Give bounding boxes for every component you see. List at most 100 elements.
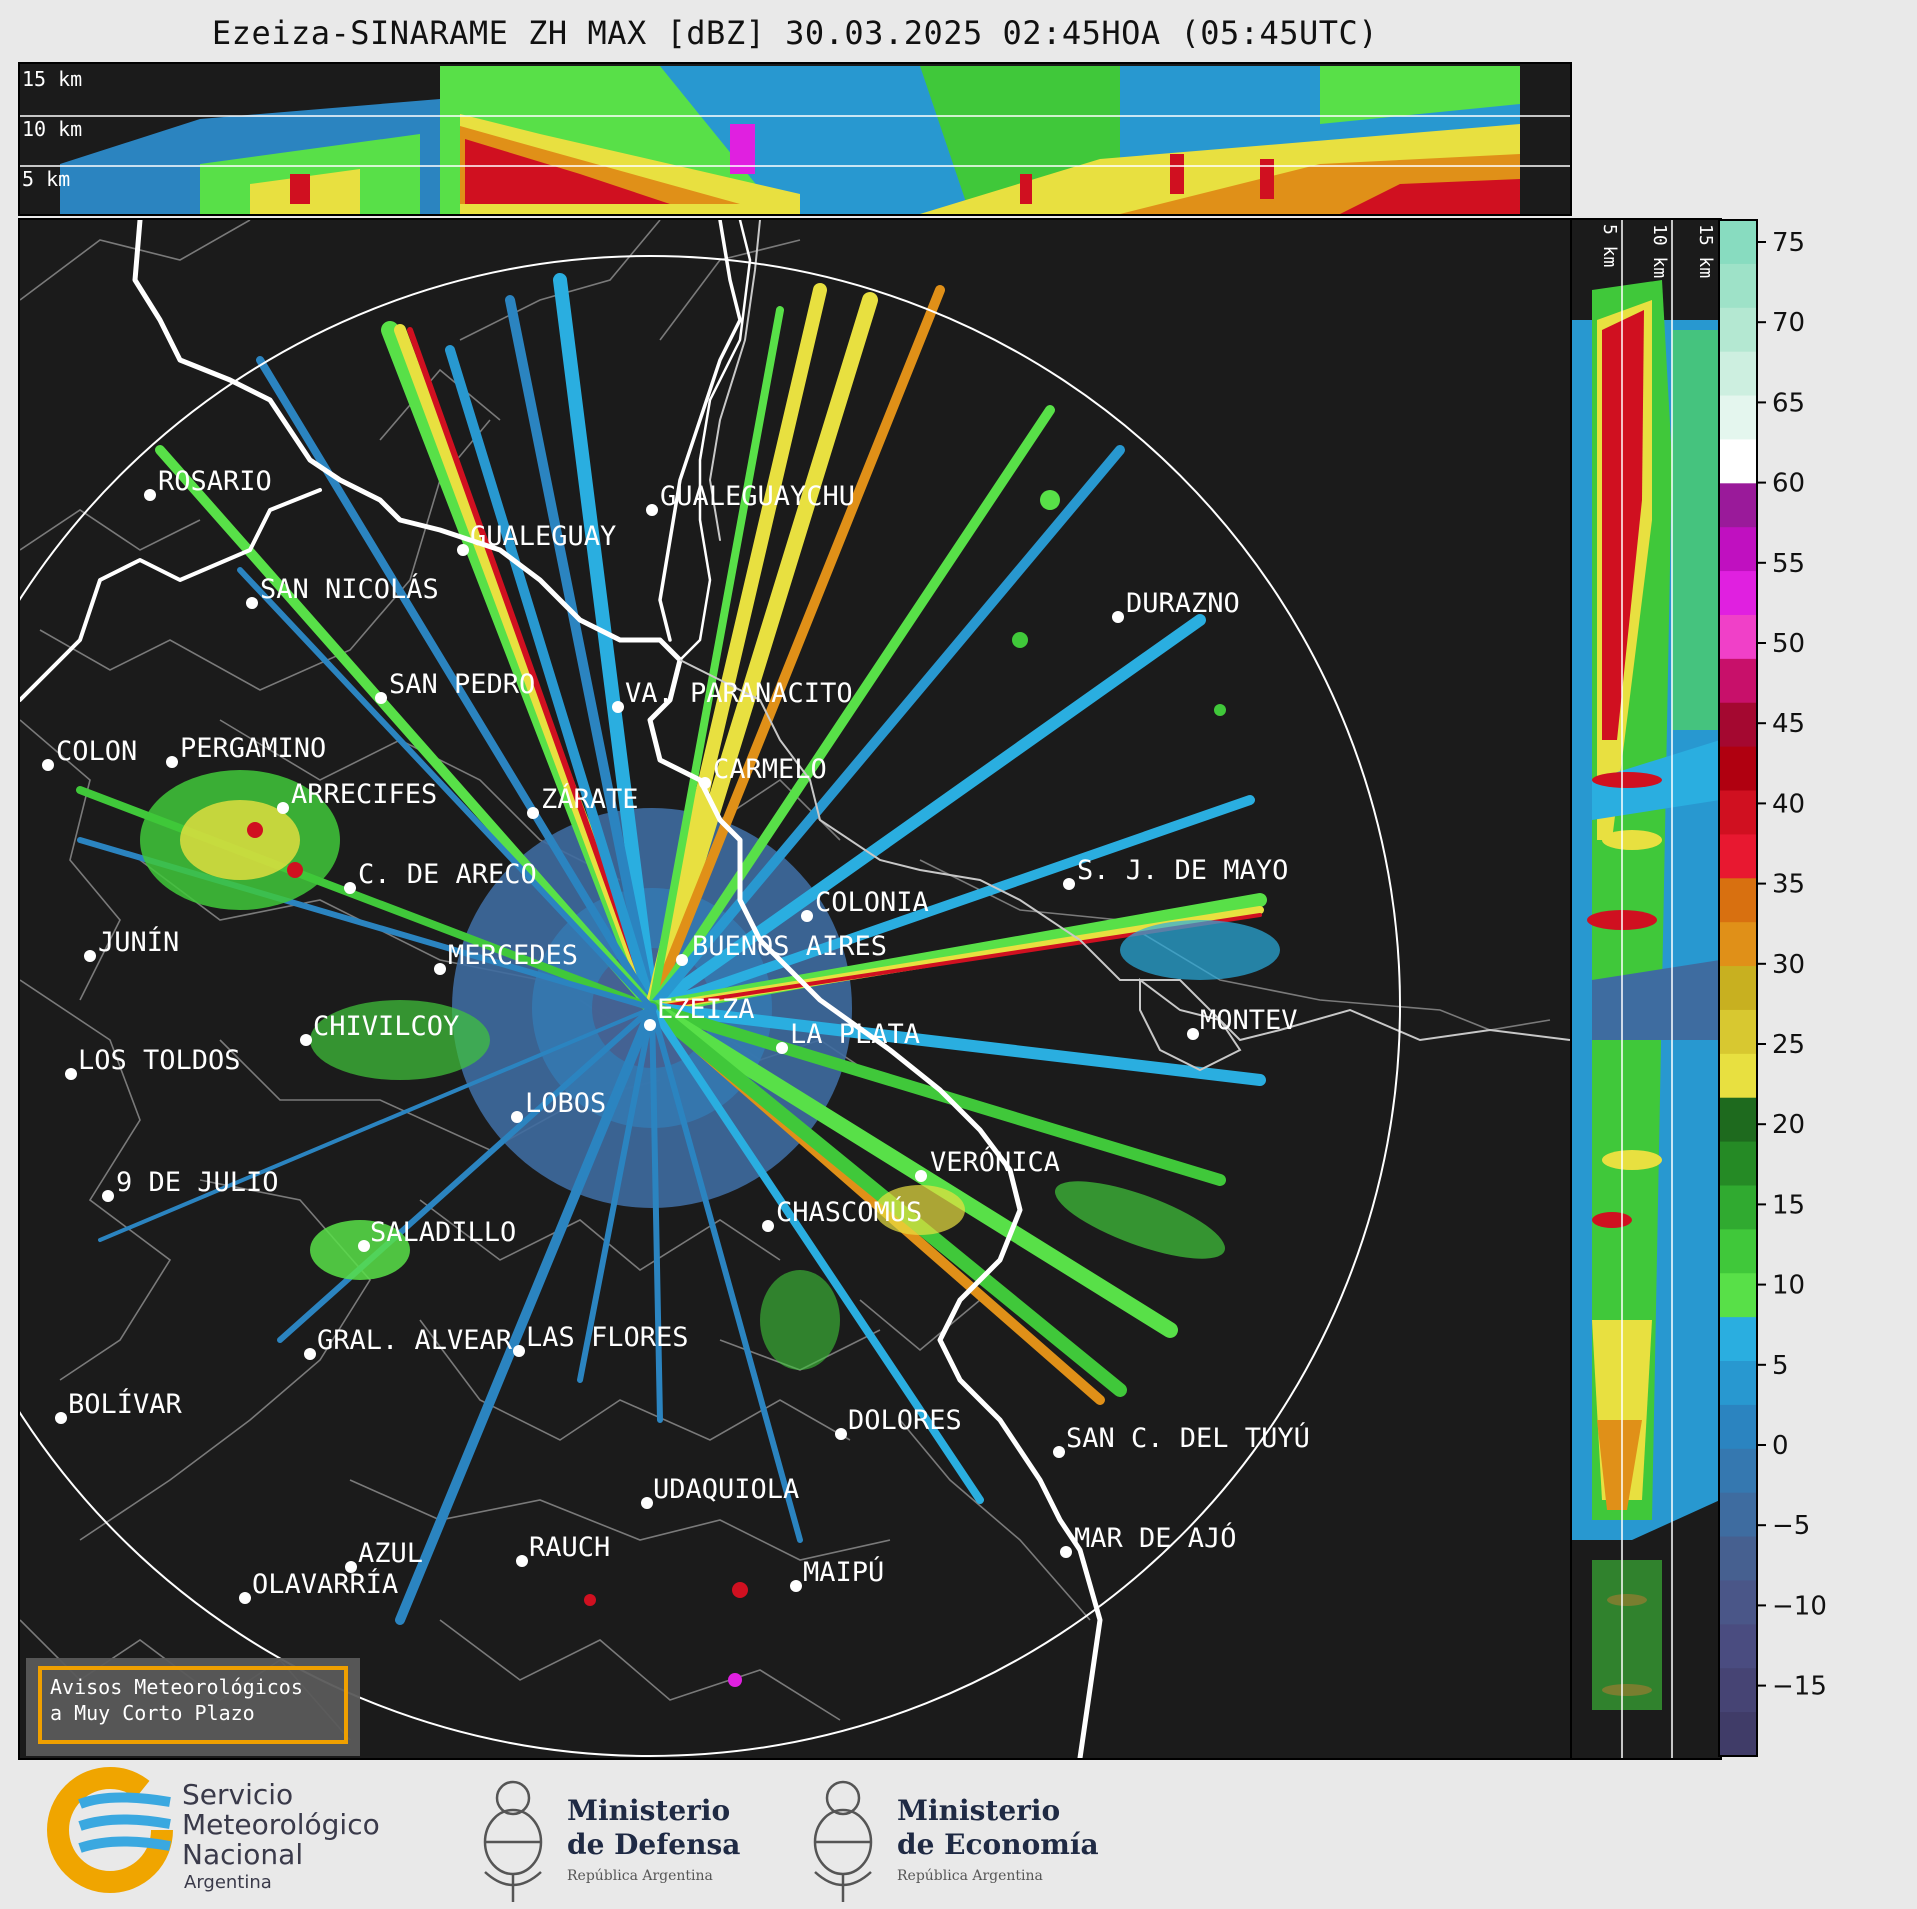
economia-line3: República Argentina xyxy=(897,1868,1043,1884)
top-cross-section-svg: 15 km 10 km 5 km xyxy=(20,64,1570,214)
colorbar-tick-label: 40 xyxy=(1772,789,1805,819)
colorbar: 75 70 65 60 55 50 45 40 35 30 25 20 15 10 5 0 −5 −10 −15 xyxy=(1718,218,1917,1760)
city-label: COLON xyxy=(56,736,137,767)
city-label: SAN NICOLÁS xyxy=(260,573,439,605)
city-marker xyxy=(65,1068,77,1080)
height-label-10km: 10 km xyxy=(22,117,82,141)
colorbar-tick-label: 75 xyxy=(1772,228,1805,258)
colorbar-tick-label: −5 xyxy=(1772,1511,1810,1541)
smn-logo[interactable]: Servicio Meteorológico Nacional Argentin… xyxy=(47,1767,380,1893)
smn-sun-icon xyxy=(47,1767,173,1893)
city-marker xyxy=(1187,1028,1199,1040)
colorbar-band xyxy=(1719,307,1757,353)
colorbar-tick-label: 10 xyxy=(1772,1271,1805,1301)
city-marker xyxy=(304,1348,316,1360)
city-label: PERGAMINO xyxy=(180,733,326,764)
city-marker xyxy=(801,910,813,922)
colorbar-band xyxy=(1719,1448,1757,1494)
city-label: LA PLATA xyxy=(790,1019,920,1050)
city-label: SAN PEDRO xyxy=(389,669,535,700)
city-label: MAIPÚ xyxy=(803,1556,884,1588)
defensa-line3: República Argentina xyxy=(567,1868,713,1884)
city-marker xyxy=(511,1111,523,1123)
colorbar-band xyxy=(1719,1097,1757,1143)
city-marker xyxy=(55,1412,67,1424)
city-marker xyxy=(166,756,178,768)
colorbar-band xyxy=(1719,220,1757,265)
colorbar-tick-label: −15 xyxy=(1772,1672,1827,1702)
city-marker xyxy=(612,701,624,713)
economia-line2: de Economía xyxy=(897,1828,1099,1861)
warning-box-line1: Avisos Meteorológicos xyxy=(50,1675,303,1699)
city-label: SAN C. DEL TUYÚ xyxy=(1066,1422,1310,1454)
colorbar-band xyxy=(1719,571,1757,616)
colorbar-tick-label: 55 xyxy=(1772,549,1805,579)
city-marker xyxy=(434,963,446,975)
city-marker xyxy=(527,807,539,819)
colorbar-band xyxy=(1719,1492,1757,1538)
colorbar-band xyxy=(1719,922,1757,967)
range-ring xyxy=(20,255,1401,1757)
defensa-logo[interactable]: Ministerio de Defensa República Argentin… xyxy=(483,1780,740,1902)
city-marker xyxy=(246,597,258,609)
colorbar-tick-label: 65 xyxy=(1772,388,1805,418)
city-label: CHIVILCOY xyxy=(313,1011,459,1042)
colorbar-band xyxy=(1719,483,1757,528)
side-cross-section-panel: 5 km 10 km 15 km xyxy=(1570,218,1722,1760)
radar-map-svg: ROSARIO GUALEGUAYCHU GUALEGUAY SAN NICOLÁS D… xyxy=(20,220,1570,1758)
colorbar-band xyxy=(1719,1536,1757,1581)
height-label-5km: 5 km xyxy=(22,167,70,191)
economia-line1: Ministerio xyxy=(897,1794,1060,1827)
colorbar-band xyxy=(1719,1580,1757,1625)
warning-box-line2: a Muy Corto Plazo xyxy=(50,1701,255,1725)
colorbar-band xyxy=(1719,1141,1757,1186)
city-marker xyxy=(762,1220,774,1232)
city-label: GRAL. ALVEAR xyxy=(317,1325,513,1356)
defensa-line2: de Defensa xyxy=(567,1828,740,1861)
colorbar-tick-label: −10 xyxy=(1772,1591,1827,1621)
coat-of-arms-icon xyxy=(813,1780,873,1902)
colorbar-band xyxy=(1719,1404,1757,1450)
city-marker xyxy=(646,504,658,516)
top-cross-section-panel: 15 km 10 km 5 km xyxy=(18,62,1572,216)
colorbar-bands xyxy=(1719,220,1757,1757)
colorbar-band xyxy=(1719,702,1757,748)
city-label: ROSARIO xyxy=(158,466,272,497)
colorbar-band xyxy=(1719,395,1757,440)
colorbar-band xyxy=(1719,966,1757,1011)
defensa-line1: Ministerio xyxy=(567,1794,730,1827)
chart-title: Ezeiza-SINARAME ZH MAX [dBZ] 30.03.2025 … xyxy=(211,14,1379,52)
colorbar-band xyxy=(1719,1185,1757,1230)
colorbar-band xyxy=(1719,1273,1757,1318)
city-marker xyxy=(1060,1546,1072,1558)
warning-box[interactable]: Avisos Meteorológicos a Muy Corto Plazo xyxy=(26,1658,360,1756)
colorbar-tick-label: 70 xyxy=(1772,308,1805,338)
city-marker xyxy=(790,1580,802,1592)
coastlines-and-rivers xyxy=(20,220,1103,1758)
city-marker xyxy=(915,1170,927,1182)
smn-line2: Meteorológico xyxy=(182,1808,380,1841)
side-echo-profile xyxy=(1572,280,1720,1710)
city-label: BOLÍVAR xyxy=(68,1388,183,1420)
city-marker xyxy=(144,489,156,501)
colorbar-tick-label: 0 xyxy=(1772,1431,1789,1461)
city-label: MERCEDES xyxy=(448,940,578,971)
city-label: COLONIA xyxy=(815,887,929,918)
colorbar-band xyxy=(1719,439,1757,484)
city-label: MONTEV xyxy=(1200,1005,1298,1036)
city-marker xyxy=(42,759,54,771)
colorbar-band xyxy=(1719,1229,1757,1274)
city-marker xyxy=(84,950,96,962)
smn-line4: Argentina xyxy=(184,1872,272,1893)
city-label: LOBOS xyxy=(525,1088,606,1119)
city-marker xyxy=(358,1240,370,1252)
colorbar-band xyxy=(1719,1009,1757,1055)
city-label: GUALEGUAYCHU xyxy=(660,481,855,512)
city-label: C. DE ARECO xyxy=(358,859,537,890)
city-marker xyxy=(1053,1446,1065,1458)
colorbar-band xyxy=(1719,263,1757,309)
colorbar-band xyxy=(1719,746,1757,792)
economia-logo[interactable]: Ministerio de Economía República Argenti… xyxy=(813,1780,1099,1902)
city-marker xyxy=(516,1555,528,1567)
